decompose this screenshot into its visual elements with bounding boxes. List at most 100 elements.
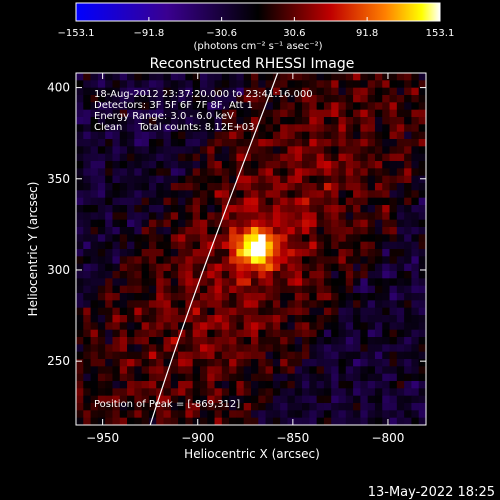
heatmap-cell xyxy=(229,329,237,338)
heatmap-cell xyxy=(207,102,215,111)
heatmap-cell xyxy=(97,388,106,397)
heatmap-cell xyxy=(404,373,412,382)
heatmap-cell xyxy=(302,146,310,155)
heatmap-cell xyxy=(221,322,230,331)
heatmap-cell xyxy=(83,300,91,309)
heatmap-cell xyxy=(207,278,215,287)
heatmap-cell xyxy=(192,359,201,367)
heatmap-cell xyxy=(338,139,347,147)
heatmap-cell xyxy=(360,146,369,155)
heatmap-cell xyxy=(389,285,398,294)
heatmap-cell xyxy=(170,307,179,316)
heatmap-cell xyxy=(396,205,405,213)
heatmap-cell xyxy=(243,197,252,206)
heatmap-cell xyxy=(251,241,259,250)
heatmap-cell xyxy=(294,241,303,250)
heatmap-cell xyxy=(331,351,339,360)
heatmap-cell xyxy=(127,146,135,155)
heatmap-cell xyxy=(236,307,245,316)
heatmap-cell xyxy=(229,168,237,177)
heatmap-cell xyxy=(382,102,390,111)
heatmap-cell xyxy=(243,131,252,140)
heatmap-cell xyxy=(331,219,339,228)
heatmap-cell xyxy=(236,197,245,206)
heatmap-cell xyxy=(258,87,266,96)
heatmap-cell xyxy=(112,337,121,345)
heatmap-cell xyxy=(374,373,383,382)
heatmap-cell xyxy=(287,322,296,331)
heatmap-cell xyxy=(272,249,281,257)
heatmap-cell xyxy=(353,366,361,375)
heatmap-cell xyxy=(345,190,354,199)
heatmap-cell xyxy=(265,234,274,243)
heatmap-cell xyxy=(272,205,281,213)
heatmap-cell xyxy=(280,403,288,411)
heatmap-cell xyxy=(265,410,274,419)
heatmap-cell xyxy=(338,153,347,162)
heatmap-cell xyxy=(214,410,223,419)
heatmap-cell xyxy=(229,227,237,235)
heatmap-cell xyxy=(323,351,332,360)
heatmap-cell xyxy=(156,249,164,257)
heatmap-cell xyxy=(207,329,215,338)
heatmap-cell xyxy=(411,197,420,206)
heatmap-cell xyxy=(389,139,398,147)
heatmap-cell xyxy=(156,102,164,111)
heatmap-cell xyxy=(367,87,376,96)
heatmap-cell xyxy=(170,153,179,162)
heatmap-cell xyxy=(156,381,164,389)
heatmap-cell xyxy=(221,344,230,353)
heatmap-cell xyxy=(404,117,412,125)
heatmap-cell xyxy=(192,388,201,397)
heatmap-cell xyxy=(353,395,361,404)
heatmap-cell xyxy=(258,315,266,323)
heatmap-cell xyxy=(411,168,420,177)
heatmap-cell xyxy=(258,322,266,331)
heatmap-cell xyxy=(243,146,252,155)
heatmap-cell xyxy=(119,183,128,191)
heatmap-cell xyxy=(287,212,296,221)
heatmap-cell xyxy=(236,381,245,389)
heatmap-cell xyxy=(76,271,84,279)
heatmap-cell xyxy=(229,417,237,425)
heatmap-cell xyxy=(236,263,245,272)
heatmap-cell xyxy=(251,417,259,425)
heatmap-cell xyxy=(229,102,237,111)
heatmap-cell xyxy=(221,183,230,191)
heatmap-cell xyxy=(178,175,186,184)
heatmap-cell xyxy=(90,285,99,294)
heatmap-cell xyxy=(265,102,274,111)
heatmap-cell xyxy=(207,315,215,323)
heatmap-cell xyxy=(243,366,252,375)
heatmap-cell xyxy=(382,300,390,309)
heatmap-cell xyxy=(280,417,288,425)
heatmap-cell xyxy=(316,175,325,184)
heatmap-cell xyxy=(163,293,172,301)
heatmap-cell xyxy=(411,417,420,425)
heatmap-cell xyxy=(112,175,121,184)
heatmap-cell xyxy=(185,344,194,353)
heatmap-cell xyxy=(229,403,237,411)
heatmap-cell xyxy=(127,205,135,213)
heatmap-cell xyxy=(287,87,296,96)
heatmap-cell xyxy=(156,285,164,294)
heatmap-cell xyxy=(243,205,252,213)
heatmap-cell xyxy=(418,73,426,81)
heatmap-cell xyxy=(265,190,274,199)
heatmap-cell xyxy=(221,315,230,323)
heatmap-cell xyxy=(309,190,318,199)
annotation-peak-position: Position of Peak = [-869,312] xyxy=(94,399,240,410)
heatmap-cell xyxy=(302,344,310,353)
heatmap-cell xyxy=(199,278,208,287)
heatmap-cell xyxy=(156,315,164,323)
heatmap-cell xyxy=(309,249,318,257)
heatmap-cell xyxy=(418,388,426,397)
heatmap-cell xyxy=(229,183,237,191)
heatmap-cell xyxy=(302,307,310,316)
heatmap-cell xyxy=(353,227,361,235)
heatmap-cell xyxy=(156,109,164,118)
heatmap-cell xyxy=(360,227,369,235)
heatmap-cell xyxy=(338,80,347,89)
heatmap-cell xyxy=(396,410,405,419)
heatmap-cell xyxy=(280,234,288,243)
